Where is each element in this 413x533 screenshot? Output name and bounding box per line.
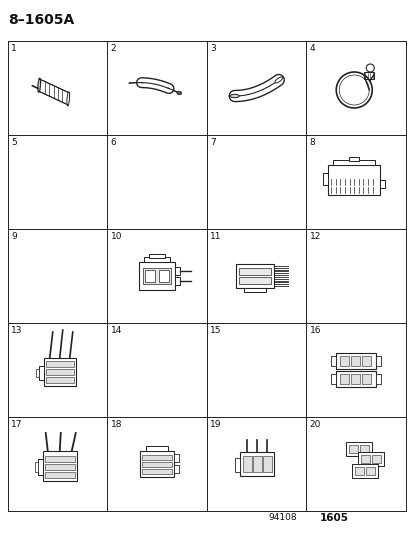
Bar [46, 361, 74, 367]
Ellipse shape [274, 77, 282, 83]
Bar [354, 467, 363, 475]
Text: 1: 1 [11, 44, 17, 53]
Bar [335, 371, 375, 387]
Bar [350, 374, 359, 384]
Bar [339, 374, 349, 384]
Bar [143, 268, 171, 284]
Polygon shape [38, 78, 40, 92]
Text: 13: 13 [11, 326, 22, 335]
Bar [332, 160, 374, 165]
Bar [142, 462, 172, 467]
Bar [43, 451, 76, 481]
Polygon shape [67, 92, 69, 106]
Bar [45, 472, 75, 478]
Text: 8–1605A: 8–1605A [8, 13, 74, 27]
Bar [357, 452, 383, 466]
Bar [363, 72, 373, 79]
Bar [142, 455, 172, 460]
Text: 11: 11 [209, 232, 221, 241]
Bar [345, 442, 371, 456]
Bar [330, 374, 335, 384]
Bar [243, 288, 265, 292]
Bar [328, 165, 379, 195]
Text: 4: 4 [309, 44, 314, 53]
Bar [330, 356, 335, 366]
Bar [45, 456, 75, 462]
Bar [174, 454, 179, 462]
Text: 7: 7 [209, 138, 215, 147]
Bar [175, 267, 180, 275]
Bar [379, 180, 385, 188]
Bar [361, 455, 369, 463]
Bar [46, 377, 74, 383]
Bar [38, 459, 43, 475]
Ellipse shape [230, 94, 239, 98]
Text: 12: 12 [309, 232, 320, 241]
Bar [235, 264, 273, 288]
Ellipse shape [176, 91, 181, 95]
Bar [159, 270, 169, 282]
Bar [375, 356, 380, 366]
Bar [252, 456, 261, 472]
Text: 18: 18 [110, 420, 122, 429]
Bar [339, 356, 349, 366]
Text: 3: 3 [209, 44, 215, 53]
Bar [359, 445, 368, 453]
Text: 17: 17 [11, 420, 22, 429]
Bar [36, 369, 39, 377]
Bar [140, 451, 174, 477]
Text: 5: 5 [11, 138, 17, 147]
Bar [351, 464, 377, 478]
Bar [45, 464, 75, 470]
Bar [35, 462, 38, 472]
Bar [146, 446, 168, 451]
Bar [371, 455, 380, 463]
Text: 2: 2 [110, 44, 116, 53]
Bar [242, 456, 251, 472]
Bar [175, 277, 180, 285]
Text: 16: 16 [309, 326, 320, 335]
Bar [142, 469, 172, 474]
Text: 6: 6 [110, 138, 116, 147]
Bar [350, 356, 359, 366]
Text: 10: 10 [110, 232, 122, 241]
Bar [145, 270, 155, 282]
Bar [262, 456, 271, 472]
Bar [361, 374, 370, 384]
Text: 1605: 1605 [319, 513, 348, 523]
Polygon shape [38, 79, 68, 106]
Bar [349, 445, 357, 453]
Text: 15: 15 [209, 326, 221, 335]
Text: 9: 9 [11, 232, 17, 241]
Bar [238, 268, 270, 275]
Bar [335, 353, 375, 369]
Bar [174, 465, 179, 473]
Bar [39, 366, 44, 380]
Bar [149, 254, 165, 258]
Bar [323, 173, 328, 185]
Bar [349, 157, 358, 161]
Text: 8: 8 [309, 138, 314, 147]
Bar [144, 257, 170, 262]
Bar [139, 262, 175, 290]
Bar [361, 356, 370, 366]
Bar [46, 369, 74, 375]
Bar [366, 467, 374, 475]
Bar [375, 374, 380, 384]
Bar [238, 277, 270, 284]
Bar [44, 358, 76, 386]
Text: 20: 20 [309, 420, 320, 429]
Text: 14: 14 [110, 326, 121, 335]
Bar [239, 452, 273, 476]
Text: 19: 19 [209, 420, 221, 429]
Text: 94108: 94108 [267, 513, 296, 522]
Bar [234, 458, 239, 472]
